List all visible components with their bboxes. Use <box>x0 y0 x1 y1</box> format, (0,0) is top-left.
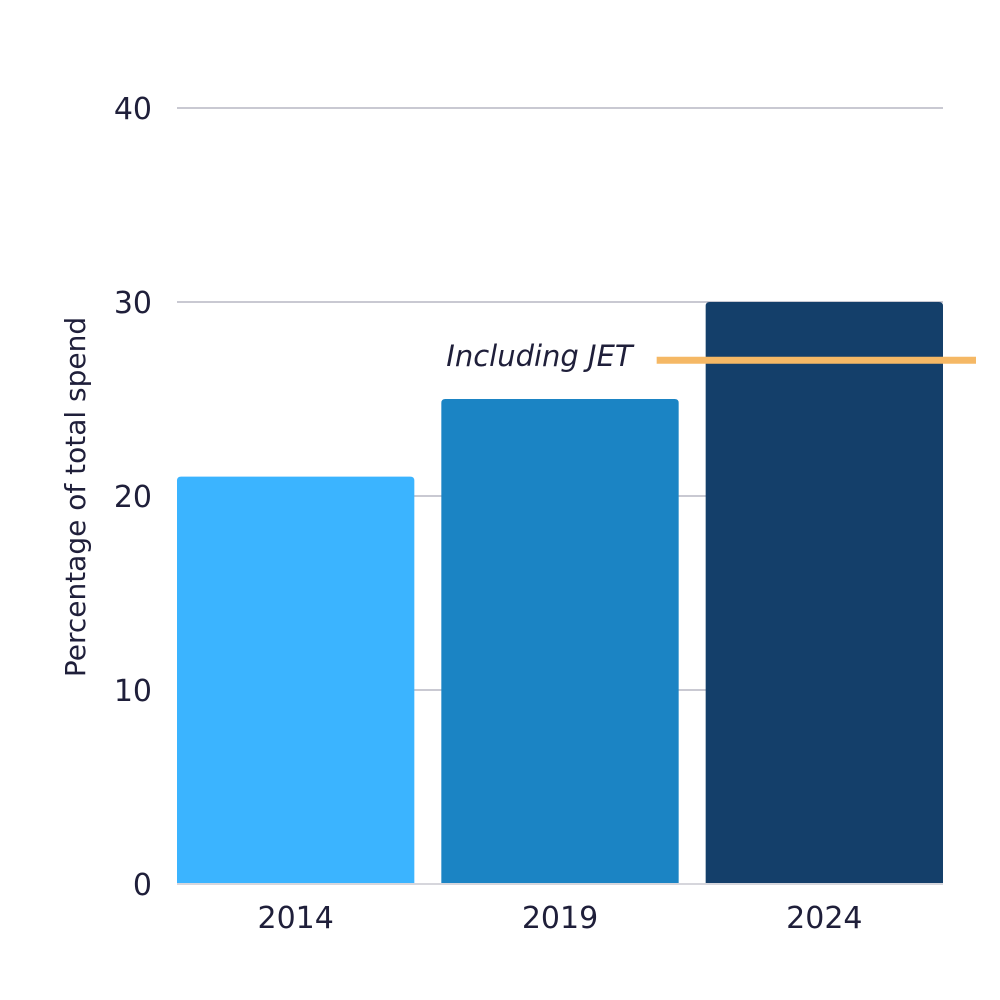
annotation-label: Including JET <box>446 339 635 373</box>
y-tick-label: 40 <box>114 92 152 127</box>
x-tick-label: 2014 <box>257 901 333 936</box>
bar-2014 <box>177 476 415 884</box>
annotations: Including JET <box>446 339 976 373</box>
axes: 0 10 20 30 40 2014 2019 2024 <box>114 92 943 936</box>
bar-2019 <box>441 399 679 884</box>
bars <box>177 302 943 884</box>
y-tick-label: 30 <box>114 286 152 321</box>
y-tick-label: 0 <box>133 868 152 903</box>
y-axis-title: Percentage of total spend <box>59 317 92 677</box>
x-tick-label: 2019 <box>522 901 598 936</box>
y-tick-label: 20 <box>114 480 152 515</box>
x-tick-label: 2024 <box>786 901 862 936</box>
bar-2024 <box>705 302 943 884</box>
y-tick-label: 10 <box>114 674 152 709</box>
